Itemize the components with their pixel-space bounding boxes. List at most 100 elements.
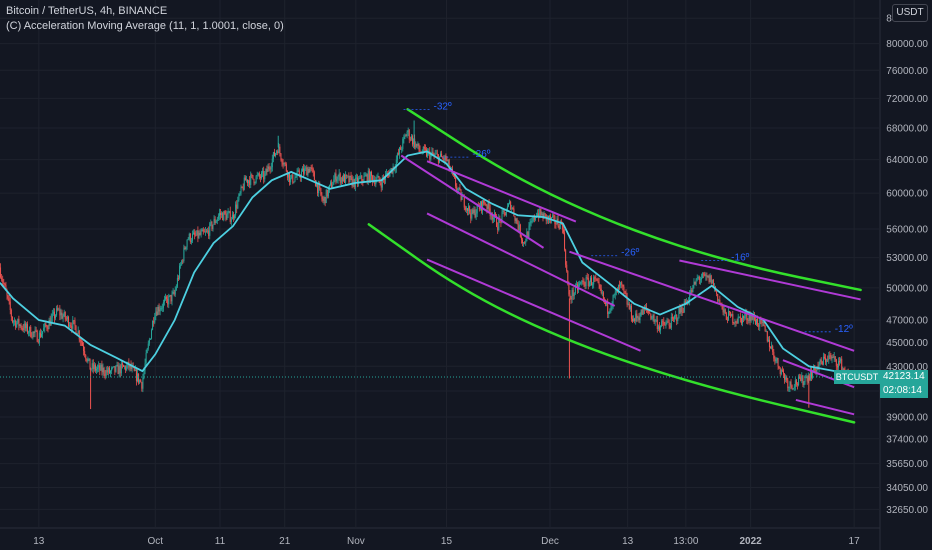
candle-body	[718, 300, 720, 301]
candle-body	[340, 177, 342, 183]
candle-body	[764, 325, 766, 332]
candle-body	[152, 321, 154, 331]
candle-body	[503, 210, 505, 213]
candle-body	[667, 321, 669, 323]
candle-body	[522, 239, 523, 244]
candle-body	[540, 208, 542, 216]
candle-body	[284, 162, 286, 165]
candle-body	[513, 208, 515, 217]
chart-legend: Bitcoin / TetherUS, 4h, BINANCE (C) Acce…	[6, 4, 284, 34]
candle-body	[581, 280, 583, 283]
candle-body	[743, 316, 745, 319]
candle-body	[509, 201, 511, 204]
candle-body	[766, 331, 768, 342]
candle-body	[602, 292, 604, 300]
candle-body	[167, 298, 169, 305]
candle-body	[820, 359, 822, 362]
candle-body	[738, 316, 740, 318]
candle-body	[263, 171, 265, 180]
candle-body	[408, 130, 410, 140]
candle-body	[739, 316, 741, 318]
candle-body	[106, 369, 108, 373]
candle-body	[484, 203, 486, 205]
candle-body	[550, 216, 552, 221]
candle-body	[761, 319, 763, 324]
candle-body	[265, 169, 267, 174]
candle-body	[827, 359, 829, 361]
candle-body	[365, 174, 367, 176]
candle-body	[595, 278, 597, 280]
candle-body	[680, 307, 682, 313]
candle-body	[199, 232, 201, 235]
candle-body	[290, 178, 292, 183]
x-tick-label: 2022	[739, 536, 762, 547]
x-tick-label: 13:00	[673, 536, 698, 547]
candle-body	[475, 213, 477, 218]
candle-body	[693, 281, 695, 286]
candle-body	[211, 222, 213, 229]
candle-body	[628, 303, 630, 310]
symbol-title[interactable]: Bitcoin / TetherUS, 4h, BINANCE	[6, 5, 168, 17]
candle-body	[238, 193, 240, 201]
candle-body	[348, 175, 350, 183]
candle-body	[10, 310, 12, 317]
candle-body	[750, 315, 752, 321]
candle-body	[160, 307, 162, 310]
angle-label: -26º	[472, 149, 490, 160]
candle-body	[793, 386, 795, 389]
candle-body	[564, 232, 566, 250]
candle-body	[636, 313, 638, 318]
candle-body	[841, 358, 843, 372]
candle-body	[24, 323, 26, 329]
candle-body	[338, 173, 340, 177]
y-tick-label: 35650.00	[886, 459, 928, 470]
candle-body	[5, 285, 7, 291]
candle-body	[779, 368, 781, 374]
candle-body	[737, 316, 739, 323]
candle-body	[435, 153, 437, 155]
candle-body	[727, 311, 729, 321]
candle-body	[161, 307, 163, 309]
y-tick-label: 64000.00	[886, 155, 928, 166]
candle-body	[300, 171, 302, 179]
candle-body	[804, 377, 806, 383]
candle-body	[358, 178, 360, 184]
x-tick-label: Dec	[541, 536, 559, 547]
currency-button[interactable]: USDT	[892, 4, 928, 22]
candle-body	[705, 275, 707, 277]
candle-body	[137, 373, 138, 382]
candle-body	[295, 176, 297, 178]
candle-body	[635, 313, 637, 322]
candle-body	[772, 346, 774, 352]
candle-body	[648, 310, 650, 313]
candle-body	[73, 320, 75, 322]
candle-body	[289, 172, 291, 183]
candle-body	[145, 353, 147, 364]
candle-body	[394, 168, 396, 170]
candle-body	[242, 187, 244, 190]
green-channel-lower	[367, 223, 856, 424]
indicator-title[interactable]: (C) Acceleration Moving Average (11, 1, …	[6, 20, 284, 32]
candle-body	[512, 208, 514, 209]
candle-body	[349, 175, 351, 183]
candle-body	[325, 189, 327, 204]
candle-body	[278, 146, 280, 154]
candle-body	[505, 211, 507, 216]
angle-label: -12º	[835, 324, 853, 335]
candle-body	[573, 293, 575, 297]
candle-body	[422, 147, 424, 153]
candle-body	[843, 368, 845, 370]
candle-body	[165, 296, 167, 300]
candle-body	[79, 339, 81, 342]
candle-body	[786, 377, 788, 381]
candle-body	[222, 213, 224, 221]
candle-body	[638, 317, 640, 321]
candle-body	[562, 229, 564, 233]
candle-body	[177, 278, 179, 279]
candle-body	[52, 311, 54, 314]
candle-body	[100, 364, 102, 371]
candle-body	[474, 209, 476, 218]
candle-body	[3, 282, 5, 284]
